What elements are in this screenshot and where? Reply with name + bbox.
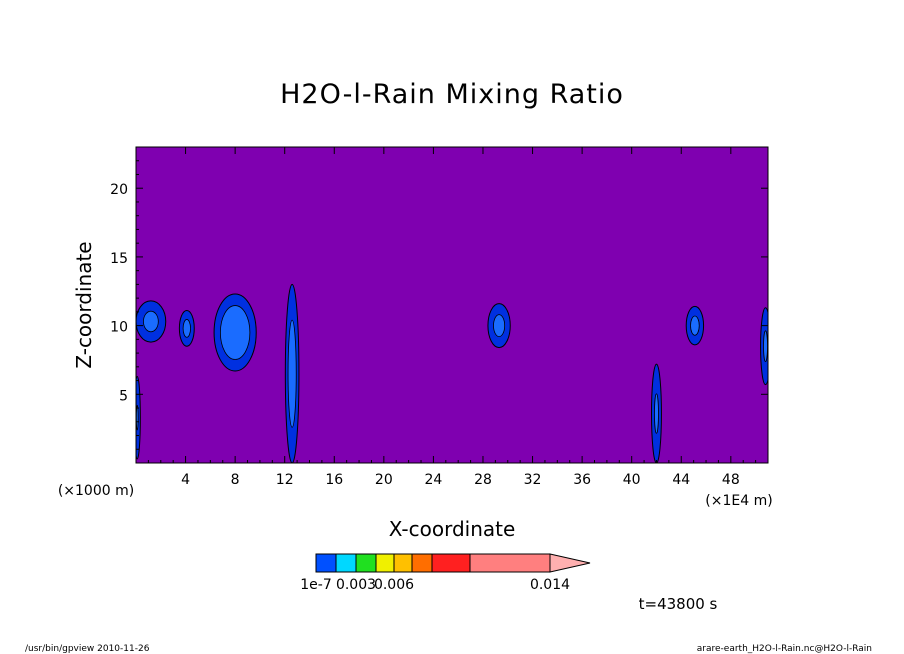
y-axis: 5 10 15 20: [110, 160, 768, 450]
y-tick-label: 15: [110, 251, 128, 267]
colorbar-label: 0.006: [374, 577, 414, 593]
chart-title: H2O-l-Rain Mixing Ratio: [280, 79, 624, 110]
x-unit-label: (×1000 m): [58, 483, 134, 499]
feature-core: [690, 315, 700, 336]
feature-cell-x45: [685, 305, 705, 346]
y-tick-label: 5: [119, 388, 128, 404]
x-axis-label: X-coordinate: [389, 517, 516, 541]
feature-cell-x4: [178, 309, 195, 347]
feature-core: [763, 330, 768, 363]
x-tick-label: 20: [375, 472, 393, 488]
colorbar-label: 1e-7: [300, 577, 331, 593]
y-tick-label: 20: [110, 182, 128, 198]
x-scale-label: (×1E4 m): [705, 493, 772, 509]
colorbar-segment: [431, 553, 471, 573]
feature-core: [219, 305, 251, 360]
colorbar-segment: [375, 553, 395, 573]
colorbar-arrow: [549, 553, 591, 573]
colorbar-segment: [469, 553, 551, 573]
x-tick-label: 24: [424, 472, 442, 488]
colorbar-label: 0.003: [336, 577, 376, 593]
colorbar-label: 0.014: [530, 577, 570, 593]
feature-core: [182, 319, 191, 338]
x-tick-label: 28: [474, 472, 492, 488]
feature-core: [287, 319, 297, 428]
x-tick-label: 32: [524, 472, 542, 488]
feature-cell-x12: [284, 283, 300, 463]
plot-area: [135, 146, 769, 464]
plot-frame: [135, 146, 769, 464]
y-tick-label: 10: [110, 320, 128, 336]
feature-core: [654, 393, 659, 434]
x-tick-label: 8: [231, 472, 240, 488]
x-tick-label: 44: [672, 472, 690, 488]
feature-cell-x51: [760, 307, 768, 386]
footer-left: /usr/bin/gpview 2010-11-26: [25, 644, 150, 654]
feature-cell-x29: [487, 303, 511, 349]
x-tick-label: 4: [181, 472, 190, 488]
feature-cell-x8: [213, 293, 257, 372]
y-axis-label: Z-coordinate: [72, 241, 96, 368]
rain-features: [136, 283, 768, 463]
footer-right: arare-earth_H2O-l-Rain.nc@H2O-l-Rain: [697, 644, 872, 654]
feature-core: [143, 310, 159, 333]
colorbar-segment: [315, 553, 337, 573]
feature-cell-x0: [136, 375, 141, 460]
feature-cell-x1: [136, 300, 167, 343]
time-label: t=43800 s: [639, 595, 718, 613]
x-tick-label: 16: [325, 472, 343, 488]
x-tick-label: 48: [722, 472, 740, 488]
x-axis: 4 8 12 16 20 24 28 32 36 40 44 48: [147, 147, 757, 488]
x-tick-label: 12: [276, 472, 294, 488]
feature-cell-x42: [651, 363, 662, 463]
x-tick-label: 36: [573, 472, 591, 488]
feature-core: [136, 404, 139, 431]
colorbar-segment: [411, 553, 433, 573]
colorbar-segment: [393, 553, 413, 573]
feature-core: [493, 314, 506, 338]
colorbar: [315, 553, 591, 573]
x-tick-label: 40: [623, 472, 641, 488]
colorbar-segment: [335, 553, 357, 573]
colorbar-segment: [355, 553, 377, 573]
